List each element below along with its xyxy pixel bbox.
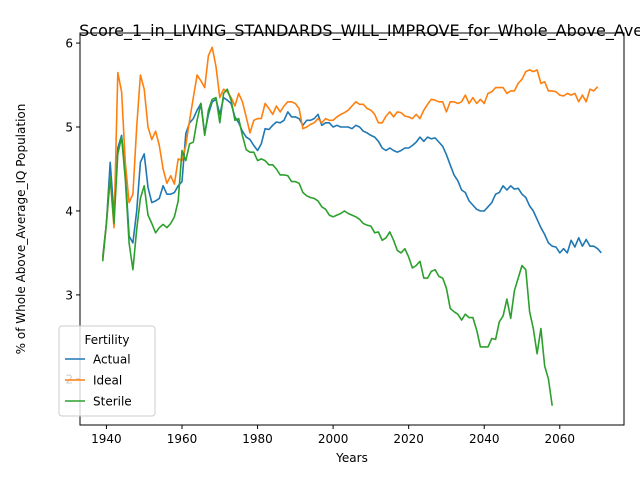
x-tick-label: 2020 [393,432,424,446]
x-tick-label: 1960 [167,432,198,446]
x-tick-label: 2000 [318,432,349,446]
series-line-ideal [101,46,599,260]
x-tick-label: 1940 [91,432,122,446]
y-tick-label: 3 [65,288,73,302]
chart-title: Score_1_in_LIVING_STANDARDS_WILL_IMPROVE… [79,21,640,41]
x-axis-ticks: 1940 1960 1980 2000 2020 2040 2060 [91,425,575,446]
y-tick-label: 4 [65,204,73,218]
x-tick-label: 2040 [469,432,500,446]
x-axis-label: Years [335,451,368,465]
series-line-sterile [101,88,553,406]
y-axis-label: % of Whole Above_Average_IQ Population [14,104,28,355]
y-tick-label: 6 [65,37,73,51]
series-line-actual [101,96,602,258]
legend-box [58,325,156,417]
data-series [101,46,602,406]
plot-area-frame [79,32,625,426]
legend-label-ideal: Ideal [93,374,122,388]
legend-entries: Actual Ideal Sterile [65,353,132,409]
legend-label-sterile: Sterile [93,395,132,409]
legend: Fertility Actual Ideal Sterile [58,325,156,417]
legend-title: Fertility [84,333,129,347]
x-tick-label: 2060 [545,432,576,446]
x-tick-label: 1980 [242,432,273,446]
y-tick-label: 5 [65,121,73,135]
legend-label-actual: Actual [93,353,131,367]
